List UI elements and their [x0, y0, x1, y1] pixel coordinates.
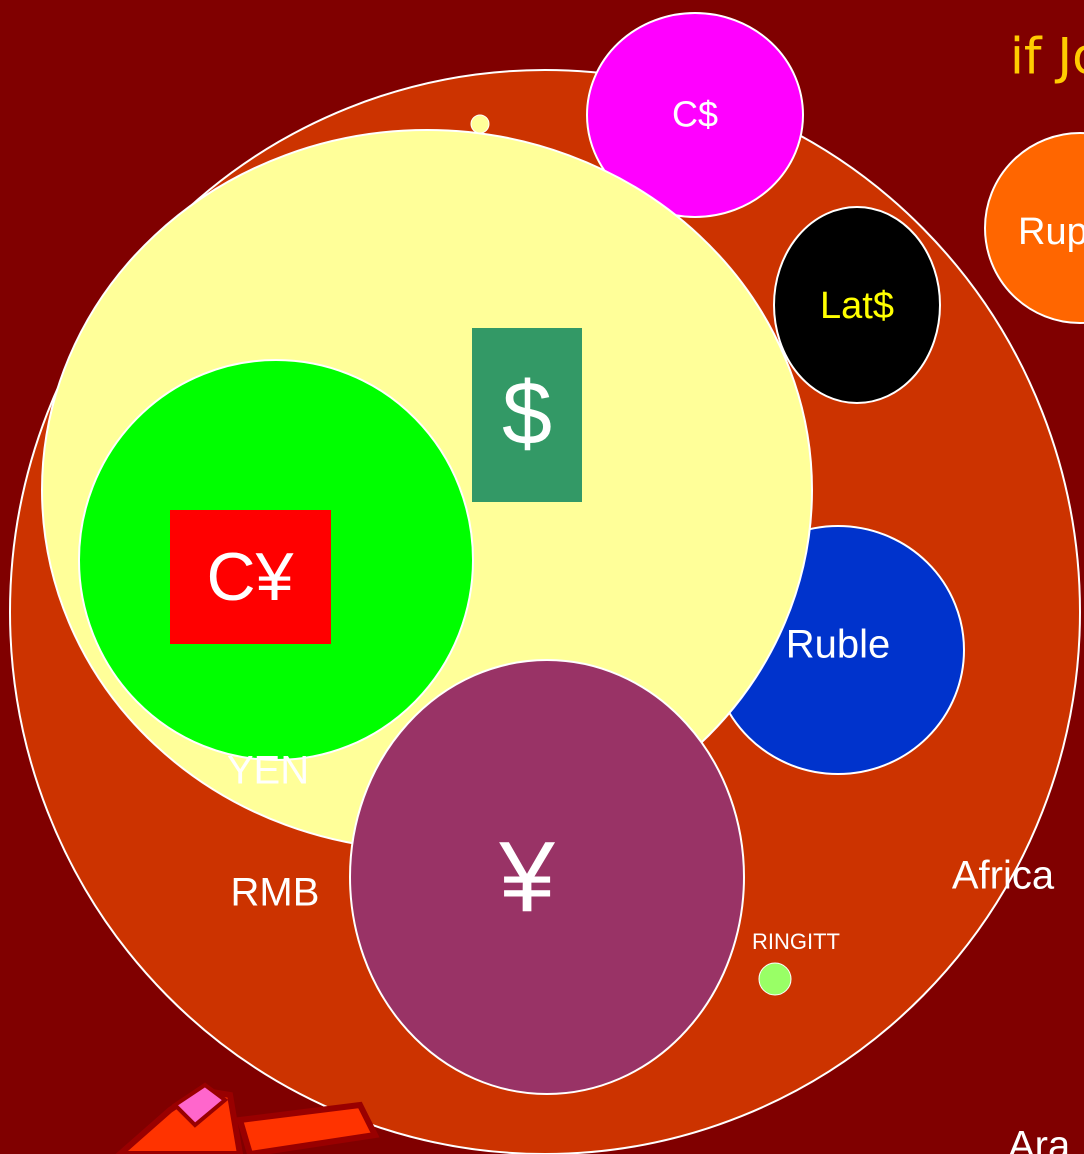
small-dot [470, 114, 490, 134]
title: if Jo [1010, 28, 1084, 86]
label: $ [502, 364, 552, 464]
label: Rup [1018, 211, 1084, 253]
label: Ruble [786, 623, 891, 667]
ringitt-dot [758, 962, 792, 996]
label: RMB [231, 871, 320, 915]
label: C$ [672, 94, 718, 135]
label: Africa [952, 854, 1055, 898]
yen-circle [349, 659, 745, 1095]
label: ¥ [498, 821, 555, 933]
label: C¥ [207, 539, 294, 615]
label: Ara [1008, 1124, 1071, 1154]
clipart [115, 1082, 380, 1154]
label: Lat$ [820, 285, 894, 327]
cad-circle [586, 12, 804, 218]
cyuan-box [170, 510, 331, 644]
rupee-circle [984, 132, 1084, 324]
dollar-box [472, 328, 582, 502]
latin-circle [773, 206, 941, 404]
label: YEN [227, 749, 309, 793]
label: RINGITT [752, 929, 840, 954]
